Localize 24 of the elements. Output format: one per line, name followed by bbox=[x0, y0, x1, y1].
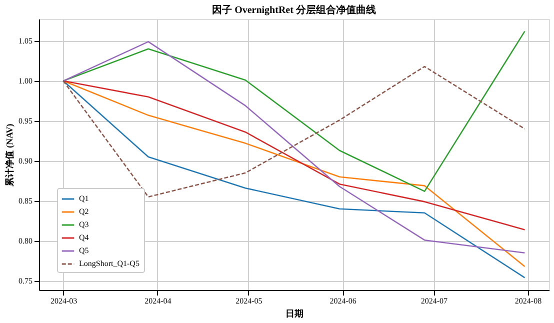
y-tick-label: 0.75 bbox=[18, 276, 32, 286]
legend-label: LongShort_Q1-Q5 bbox=[79, 259, 140, 268]
x-tick-label: 2024-05 bbox=[236, 296, 262, 306]
y-tick-label: 0.80 bbox=[18, 236, 32, 246]
legend-label: Q4 bbox=[79, 233, 89, 242]
y-tick-label: 1.05 bbox=[18, 36, 32, 46]
chart-title: 因子 OvernightRet 分层组合净值曲线 bbox=[212, 4, 376, 16]
legend-label: Q5 bbox=[79, 246, 89, 255]
x-tick-label: 2024-03 bbox=[50, 296, 78, 306]
y-tick-label: 0.90 bbox=[18, 156, 32, 166]
x-tick-label: 2024-04 bbox=[144, 296, 172, 306]
x-axis-title: 日期 bbox=[286, 308, 304, 318]
y-tick-label: 1.00 bbox=[18, 76, 32, 86]
y-tick-label: 0.95 bbox=[18, 116, 32, 126]
line-series bbox=[62, 41, 526, 254]
legend-label: Q2 bbox=[79, 207, 89, 216]
legend-label: Q3 bbox=[79, 220, 89, 229]
line-series bbox=[62, 80, 526, 230]
x-tick-label: 2024-08 bbox=[514, 296, 542, 306]
y-axis-title: 累计净值 (NAV) bbox=[4, 124, 14, 188]
x-tick-label: 2024-06 bbox=[330, 296, 356, 306]
y-tick-label: 0.85 bbox=[18, 196, 32, 206]
x-tick-label: 2024-07 bbox=[420, 296, 448, 306]
legend-label: Q1 bbox=[79, 194, 89, 203]
